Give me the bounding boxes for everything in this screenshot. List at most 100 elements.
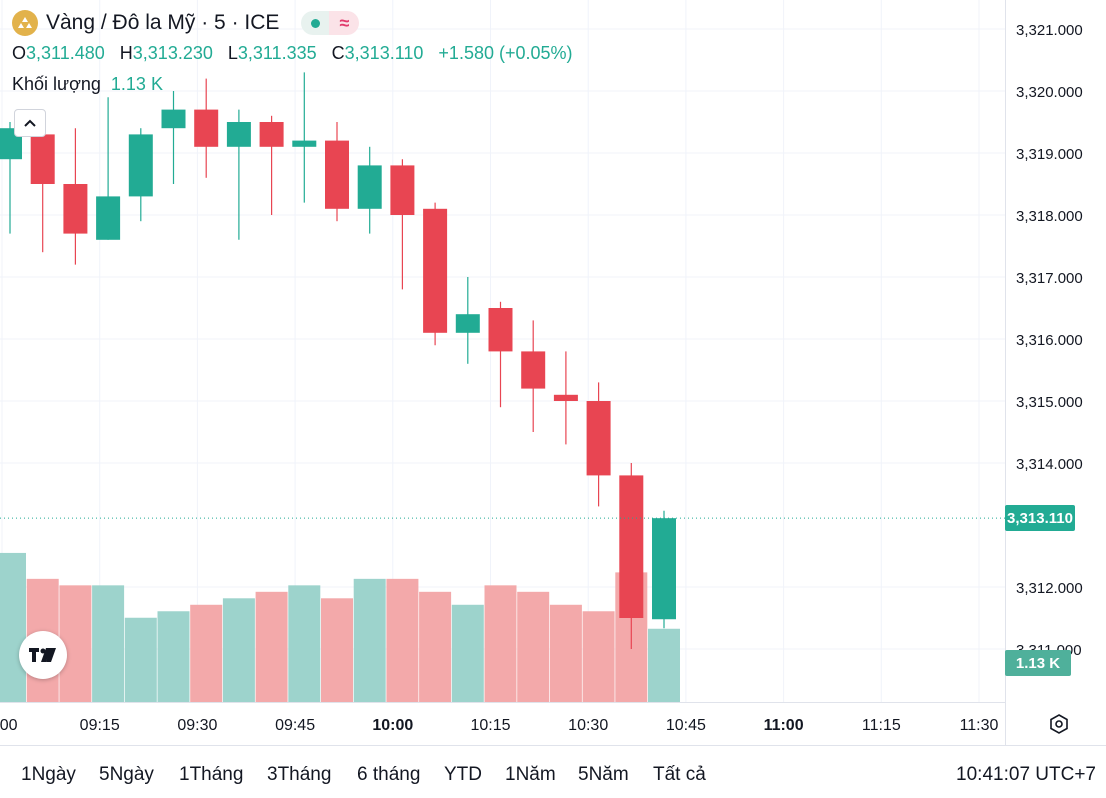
- y-tick-label: 3,317.000: [1016, 270, 1083, 287]
- market-open-indicator[interactable]: [301, 11, 330, 35]
- bottom-toolbar: [0, 745, 1106, 798]
- chevron-up-icon: [24, 119, 36, 127]
- range-5year-button[interactable]: 5Năm: [578, 764, 629, 785]
- volume-legend[interactable]: Khối lượng 1.13 K: [12, 74, 163, 95]
- range-1month-button[interactable]: 1Tháng: [179, 764, 244, 785]
- candle[interactable]: [586, 382, 611, 507]
- candle[interactable]: [194, 78, 219, 178]
- candle[interactable]: [63, 128, 88, 265]
- candle-body: [161, 109, 186, 129]
- y-tick-label: 3,314.000: [1016, 456, 1083, 473]
- candle[interactable]: [390, 159, 415, 290]
- volume-bar: [255, 591, 288, 702]
- candle[interactable]: [357, 146, 382, 234]
- y-tick-label: 3,319.000: [1016, 146, 1083, 163]
- volume-bar: [157, 611, 190, 702]
- range-ytd-button[interactable]: YTD: [444, 764, 482, 785]
- market-status-pill[interactable]: ≈: [301, 11, 360, 35]
- y-tick-label: 3,316.000: [1016, 332, 1083, 349]
- volume-bar: [92, 585, 125, 702]
- candle-body: [455, 314, 480, 333]
- change-value: +1.580 (+0.05%): [438, 43, 573, 63]
- x-tick-label: 09:30: [177, 717, 217, 734]
- x-tick-label: 10:15: [470, 717, 510, 734]
- volume-bar: [0, 552, 26, 702]
- high-key: H: [119, 43, 133, 63]
- x-tick-label: 09:15: [80, 717, 120, 734]
- range-all-button[interactable]: Tất cả: [653, 764, 706, 785]
- candle[interactable]: [652, 510, 676, 629]
- candle[interactable]: [161, 91, 186, 184]
- y-tick-label: 3,318.000: [1016, 208, 1083, 225]
- symbol-title[interactable]: Vàng / Đô la Mỹ · 5 · ICE: [46, 11, 280, 34]
- candle-body: [194, 109, 219, 147]
- volume-bar: [484, 585, 517, 702]
- x-tick-label: 11:00: [764, 717, 804, 734]
- candle-body: [96, 196, 121, 240]
- y-tick-label: 3,320.000: [1016, 84, 1083, 101]
- candle-body: [325, 140, 349, 209]
- ohlc-values: O3,311.480 H3,313.230 L3,311.335 C3,313.…: [12, 43, 583, 64]
- range-3month-button[interactable]: 3Tháng: [267, 764, 332, 785]
- volume-value: 1.13 K: [110, 74, 163, 94]
- candle-body: [390, 165, 415, 215]
- candle[interactable]: [292, 72, 317, 203]
- candle[interactable]: [553, 351, 578, 445]
- candle[interactable]: [226, 109, 251, 240]
- delayed-data-icon[interactable]: ≈: [329, 11, 360, 35]
- collapse-legend-button[interactable]: [14, 109, 46, 137]
- y-tick-label: 3,312.000: [1016, 580, 1083, 597]
- candle[interactable]: [96, 97, 121, 240]
- timezone-clock[interactable]: 10:41:07 UTC+7: [956, 764, 1096, 785]
- candle[interactable]: [521, 320, 546, 432]
- volume-label: Khối lượng: [12, 74, 101, 94]
- candle[interactable]: [128, 128, 153, 222]
- candle[interactable]: [325, 122, 349, 222]
- candle[interactable]: [259, 115, 284, 215]
- x-tick-label: 11:30: [960, 717, 999, 734]
- high-value: 3,313.230: [132, 43, 213, 63]
- candle[interactable]: [0, 122, 22, 234]
- green-dot-icon: [310, 18, 320, 28]
- close-key: C: [331, 43, 345, 63]
- x-tick-label: 11:15: [862, 717, 901, 734]
- range-1day-button[interactable]: 1Ngày: [21, 764, 76, 785]
- x-tick-label: 9:00: [0, 717, 18, 734]
- candle[interactable]: [423, 202, 448, 346]
- chart-canvas[interactable]: 3,321.000 3,320.000 3,319.000 3,318.000 3,31…: [0, 0, 1106, 745]
- volume-bar: [321, 598, 353, 702]
- volume-bar: [517, 591, 550, 702]
- last-volume-tag: 1.13 K: [1005, 650, 1071, 676]
- candle-body: [128, 134, 153, 197]
- range-1year-button[interactable]: 1Năm: [505, 764, 556, 785]
- range-6month-button[interactable]: 6 tháng: [357, 764, 421, 785]
- range-5day-button[interactable]: 5Ngày: [99, 764, 154, 785]
- candle-body: [423, 208, 448, 333]
- volume-bar: [582, 611, 615, 702]
- candle-body: [357, 165, 382, 209]
- candle-body: [586, 401, 611, 476]
- gold-bars-icon: [12, 10, 38, 36]
- candle[interactable]: [30, 134, 55, 253]
- low-value: 3,311.335: [237, 43, 317, 63]
- y-tick-label: 3,315.000: [1016, 394, 1083, 411]
- volume-bar: [648, 628, 680, 702]
- x-tick-label: 10:30: [568, 717, 608, 734]
- tradingview-logo-icon[interactable]: [19, 631, 67, 679]
- candle[interactable]: [619, 463, 644, 649]
- close-value: 3,313.110: [344, 43, 424, 63]
- volume-bar: [549, 604, 582, 702]
- volume-bar: [451, 604, 484, 702]
- volume-bar: [124, 617, 157, 702]
- settings-gear-icon[interactable]: [1046, 711, 1072, 737]
- candle-body: [619, 475, 644, 618]
- volume-bar: [59, 585, 92, 702]
- open-key: O: [12, 43, 27, 63]
- volume-bar: [222, 598, 255, 702]
- candle[interactable]: [488, 301, 513, 408]
- x-tick-label: 10:45: [666, 717, 706, 734]
- volume-bar: [353, 578, 386, 702]
- candle-body: [553, 394, 578, 401]
- volume-bar: [190, 604, 223, 702]
- candle[interactable]: [455, 277, 480, 364]
